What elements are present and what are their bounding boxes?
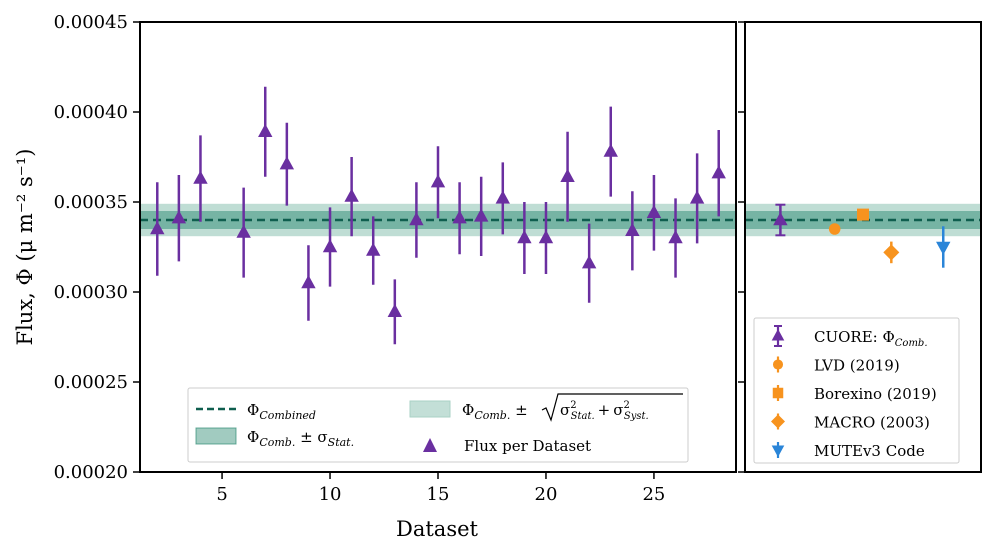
y-axis-title: Flux, Φ (μ m⁻² s⁻¹) <box>13 149 37 346</box>
flux-point <box>344 188 359 202</box>
legend-label: LVD (2019) <box>814 357 900 375</box>
y-tick-label: 0.00020 <box>54 462 128 483</box>
flux-point <box>236 224 251 238</box>
legend-sqrt-sigma1: σ <box>560 401 570 419</box>
stat-uncertainty-band <box>140 211 736 229</box>
legend-stat-pm: ± σ <box>295 428 327 446</box>
legend-sqrt-stat: Stat. <box>571 411 595 422</box>
comparison-point <box>773 212 788 226</box>
x-tick-label: 15 <box>427 484 450 505</box>
legend-label-main: CUORE: Φ <box>814 328 895 346</box>
x-tick-label: 10 <box>319 484 342 505</box>
legend-sqrt-syst: Syst. <box>624 411 649 422</box>
flux-point <box>711 165 726 179</box>
legend-sqrt-two1: 2 <box>570 400 576 411</box>
flux-point <box>279 156 295 170</box>
x-tick-label: 25 <box>642 484 665 505</box>
legend-sqrt-plus: + <box>598 401 611 419</box>
legend-stat-label: ΦComb. ± σStat. <box>247 428 354 449</box>
flux-point <box>517 230 532 244</box>
comparison-legend-box <box>753 317 960 464</box>
flux-point <box>560 168 575 182</box>
comparison-point <box>936 241 951 255</box>
x-axis-title: Dataset <box>396 517 479 541</box>
legend-label-main: Borexino (2019) <box>814 385 937 403</box>
legend-marker <box>772 387 784 399</box>
flux-point <box>495 190 510 204</box>
flux-point <box>452 210 467 224</box>
legend-stat-phi: Φ <box>247 428 259 446</box>
flux-point <box>689 190 705 204</box>
legend-label: Borexino (2019) <box>814 385 937 403</box>
y-tick-label: 0.00025 <box>54 372 128 393</box>
flux-point <box>625 222 640 236</box>
comparison-point <box>828 223 841 235</box>
flux-point <box>301 275 316 289</box>
flux-point <box>603 143 618 157</box>
y-tick-label: 0.00030 <box>54 282 128 303</box>
flux-point <box>668 230 683 244</box>
legend-label: MUTEv3 Code <box>814 442 925 460</box>
legend-label-sub: Comb. <box>895 338 928 349</box>
flux-point <box>171 210 187 224</box>
legend-total-swatch <box>409 400 451 418</box>
legend-label: MACRO (2003) <box>814 414 930 432</box>
x-tick-label: 20 <box>535 484 558 505</box>
legend-total-label: ΦComb. ± <box>462 401 528 422</box>
legend-stat-swatch <box>195 427 237 445</box>
legend-total-sub: Comb. <box>474 409 510 422</box>
legend-sqrt-sign <box>541 393 683 422</box>
legend-combined-label: ΦCombined <box>247 401 316 422</box>
legend-stat-sub: Comb. <box>259 436 295 449</box>
legend-flux-marker <box>423 438 437 452</box>
flux-point <box>581 255 597 269</box>
y-tick-label: 0.00040 <box>54 102 128 123</box>
flux-point <box>193 170 208 184</box>
y-tick-label: 0.00035 <box>54 192 128 213</box>
legend-marker <box>771 329 785 341</box>
comparison-panel: CUORE: ΦComb. LVD (2019) Borexino (2019) MA… <box>738 21 982 473</box>
flux-point <box>538 230 554 244</box>
legend-combined-phi: Φ <box>247 401 259 419</box>
legend-label: CUORE: ΦComb. <box>814 328 928 349</box>
legend-sqrt-two2: 2 <box>623 400 629 411</box>
legend-marker <box>772 359 784 370</box>
comparison-plot-frame <box>744 21 982 473</box>
flux-point <box>150 221 165 235</box>
flux-point <box>473 208 489 222</box>
main-panel: 0.00020 0.00025 0.00030 0.00035 0.00040 0.000… <box>13 12 737 541</box>
comparison-point <box>883 244 900 261</box>
flux-point <box>387 303 403 317</box>
flux-point <box>646 204 662 218</box>
legend-sqrt-sigma2: σ <box>613 401 623 419</box>
legend-sqrt-content: σ2 Stat. + σ2 Syst. <box>560 400 649 422</box>
y-tick-label: 0.00045 <box>54 12 128 33</box>
flux-point <box>258 123 273 137</box>
main-legend-box <box>187 387 689 463</box>
flux-point <box>409 212 424 226</box>
legend-total-phi: Φ <box>462 401 474 419</box>
legend-label-main: LVD (2019) <box>814 357 900 375</box>
legend-combined-sub: Combined <box>259 409 316 422</box>
legend-flux-label: Flux per Dataset <box>464 437 591 455</box>
comparison-legend: CUORE: ΦComb. LVD (2019) Borexino (2019) MA… <box>753 317 960 464</box>
legend-label-main: MACRO (2003) <box>814 414 930 432</box>
legend-stat-sigma-sub: Stat. <box>328 436 354 449</box>
legend-marker <box>771 414 785 429</box>
flux-point <box>430 174 446 188</box>
flux-point <box>366 242 381 256</box>
flux-point <box>322 239 338 253</box>
main-legend: ΦCombined ΦComb. ± σStat. ΦComb. ± σ2 Sta… <box>187 387 689 463</box>
legend-marker <box>771 445 785 457</box>
x-tick-label: 5 <box>216 484 227 505</box>
comparison-point <box>857 208 869 221</box>
legend-label-main: MUTEv3 Code <box>814 442 925 460</box>
